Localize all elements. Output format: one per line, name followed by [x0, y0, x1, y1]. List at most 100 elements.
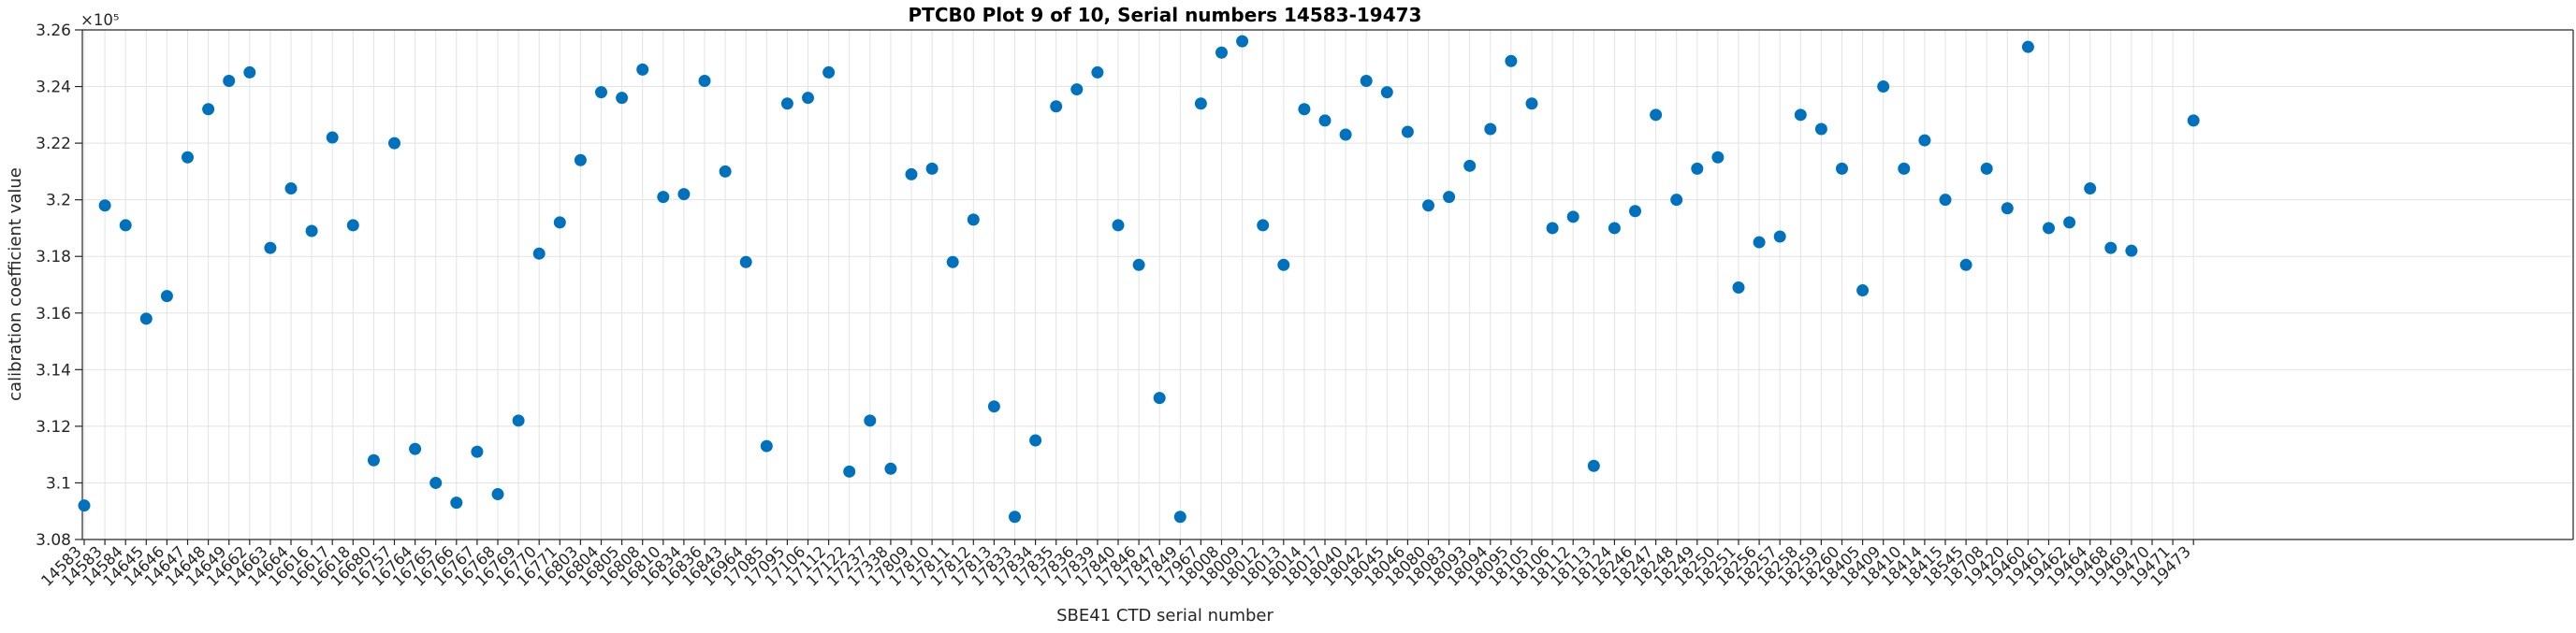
data-point — [2063, 216, 2076, 229]
data-point — [182, 151, 194, 164]
data-point — [202, 103, 215, 116]
data-point — [2021, 40, 2034, 53]
data-point — [1132, 258, 1145, 271]
y-tick-label: 3.14 — [36, 361, 71, 380]
data-point — [139, 312, 153, 325]
data-point — [1463, 159, 1477, 172]
data-point — [698, 75, 711, 87]
data-point — [987, 400, 1000, 413]
data-point — [450, 496, 463, 510]
data-point — [1856, 284, 1870, 297]
data-point — [574, 153, 587, 166]
data-point — [1339, 128, 1352, 141]
data-point — [2187, 114, 2200, 127]
data-point — [160, 290, 173, 303]
data-point — [1194, 97, 1207, 110]
data-point — [1525, 97, 1538, 110]
data-point — [677, 188, 691, 201]
data-point — [1173, 511, 1186, 524]
data-point — [1443, 191, 1456, 204]
data-point — [1566, 210, 1579, 223]
data-point — [491, 488, 504, 501]
data-point — [512, 414, 525, 427]
data-point — [2084, 182, 2097, 195]
data-point — [1401, 125, 1414, 138]
data-point — [1587, 459, 1600, 472]
data-point — [657, 191, 670, 204]
y-tick-label: 3.24 — [36, 79, 71, 97]
y-tick-label: 3.18 — [36, 248, 71, 266]
data-point — [1629, 205, 1641, 218]
data-point — [532, 247, 546, 260]
x-axis-label: SBE41 CTD serial number — [1056, 606, 1273, 626]
y-axis-label: calibration coefficient value — [6, 167, 25, 401]
data-point — [98, 199, 111, 212]
y-tick-label: 3.16 — [36, 305, 71, 324]
data-point — [1650, 108, 1663, 122]
data-point — [1112, 219, 1125, 232]
data-point — [1753, 236, 1766, 249]
data-point — [223, 75, 236, 87]
data-point — [946, 255, 959, 268]
data-point — [1360, 75, 1373, 87]
data-point — [905, 167, 918, 180]
y-axis-exponent-label: ×10⁵ — [80, 11, 119, 29]
data-point — [119, 219, 132, 232]
data-point — [1546, 222, 1559, 235]
data-point — [1691, 162, 1704, 175]
data-point — [1422, 199, 1434, 212]
data-point — [409, 442, 422, 455]
data-point — [616, 92, 629, 105]
y-tick-labels: 3.08 3.1 3.12 3.14 3.16 3.18 3.2 3.22 3.24 3.26 — [36, 22, 71, 550]
data-point — [1257, 219, 1270, 232]
data-point — [1318, 114, 1332, 127]
data-point — [1670, 194, 1683, 207]
y-tick-label: 3.1 — [46, 474, 71, 493]
data-point — [884, 462, 897, 475]
data-point — [1918, 134, 1931, 147]
data-point — [2104, 241, 2118, 254]
data-point — [1814, 122, 1827, 136]
data-points — [78, 35, 2200, 524]
data-point — [305, 224, 318, 237]
data-point — [1732, 281, 1745, 295]
data-point — [1215, 46, 1228, 59]
data-point — [1091, 65, 1104, 79]
data-point — [1009, 511, 1021, 524]
data-point — [367, 453, 380, 467]
data-point — [864, 414, 877, 427]
data-point — [780, 97, 793, 110]
y-tick-label: 3.08 — [36, 531, 71, 550]
data-point — [595, 86, 607, 99]
data-point — [1877, 80, 1890, 94]
axes-box — [75, 29, 2574, 545]
data-point — [739, 255, 752, 268]
data-point — [1236, 35, 1249, 48]
y-tick-label: 3.12 — [36, 418, 71, 437]
data-point — [822, 65, 836, 79]
data-point — [760, 439, 773, 453]
data-point — [1380, 86, 1393, 99]
data-point — [471, 445, 484, 458]
data-point — [1711, 151, 1725, 164]
data-point — [1277, 258, 1290, 271]
data-point — [553, 216, 566, 229]
data-point — [1029, 434, 1042, 447]
data-point — [1070, 83, 1084, 96]
data-point — [1050, 100, 1063, 113]
data-point — [2001, 202, 2014, 215]
data-point — [284, 182, 298, 195]
data-point — [1939, 194, 1952, 207]
y-tick-label: 3.22 — [36, 135, 71, 153]
y-tick-label: 3.2 — [46, 192, 71, 210]
data-point — [1608, 222, 1621, 235]
data-point — [243, 65, 256, 79]
data-point — [1484, 122, 1497, 136]
y-tick-label: 3.26 — [36, 22, 71, 40]
data-point — [2125, 244, 2138, 257]
data-point — [925, 162, 939, 175]
data-point — [636, 63, 649, 76]
data-point — [429, 476, 443, 489]
